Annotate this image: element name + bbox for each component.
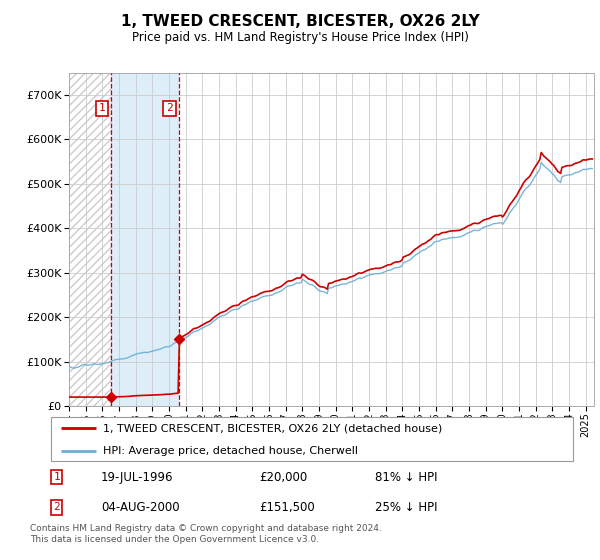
Text: 1: 1: [99, 104, 106, 113]
Text: £151,500: £151,500: [259, 501, 315, 514]
Text: 25% ↓ HPI: 25% ↓ HPI: [376, 501, 438, 514]
FancyBboxPatch shape: [50, 417, 574, 461]
Text: HPI: Average price, detached house, Cherwell: HPI: Average price, detached house, Cher…: [103, 446, 358, 455]
Text: 1: 1: [53, 472, 60, 482]
Text: 1, TWEED CRESCENT, BICESTER, OX26 2LY (detached house): 1, TWEED CRESCENT, BICESTER, OX26 2LY (d…: [103, 423, 443, 433]
Text: 81% ↓ HPI: 81% ↓ HPI: [376, 470, 438, 483]
Bar: [112, 73, 179, 406]
Text: 2: 2: [166, 104, 173, 113]
Text: Price paid vs. HM Land Registry's House Price Index (HPI): Price paid vs. HM Land Registry's House …: [131, 31, 469, 44]
Text: 2: 2: [53, 502, 60, 512]
Text: 1, TWEED CRESCENT, BICESTER, OX26 2LY: 1, TWEED CRESCENT, BICESTER, OX26 2LY: [121, 14, 479, 29]
Text: 04-AUG-2000: 04-AUG-2000: [101, 501, 179, 514]
Text: £20,000: £20,000: [259, 470, 307, 483]
Text: 19-JUL-1996: 19-JUL-1996: [101, 470, 173, 483]
Text: Contains HM Land Registry data © Crown copyright and database right 2024.
This d: Contains HM Land Registry data © Crown c…: [30, 524, 382, 544]
Bar: [69, 73, 112, 406]
